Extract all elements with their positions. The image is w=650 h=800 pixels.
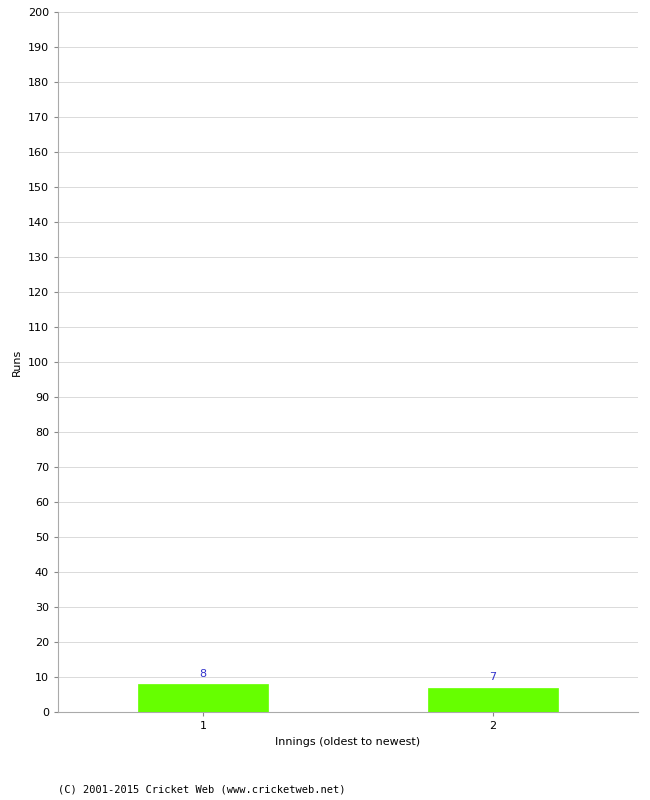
- Bar: [138, 684, 268, 712]
- Text: 8: 8: [200, 669, 207, 678]
- Y-axis label: Runs: Runs: [12, 348, 22, 376]
- Text: 7: 7: [489, 672, 497, 682]
- X-axis label: Innings (oldest to newest): Innings (oldest to newest): [276, 737, 421, 746]
- Text: (C) 2001-2015 Cricket Web (www.cricketweb.net): (C) 2001-2015 Cricket Web (www.cricketwe…: [58, 784, 346, 794]
- Bar: [428, 687, 558, 712]
